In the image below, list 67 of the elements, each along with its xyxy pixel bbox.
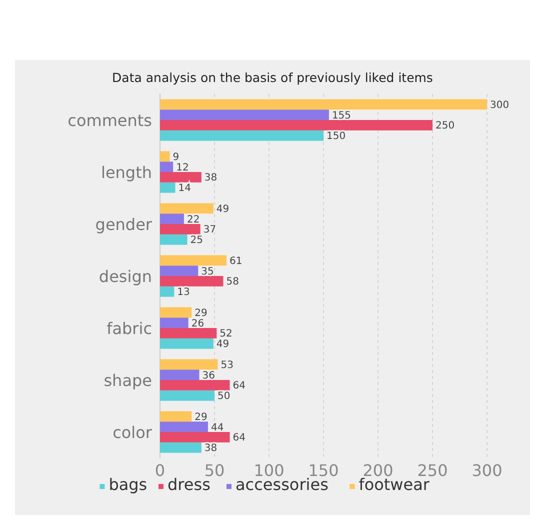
bar: [160, 318, 188, 328]
bar: [160, 380, 230, 390]
data-label: 25: [190, 235, 203, 246]
data-label: 58: [226, 276, 239, 288]
y-tick-label: color: [112, 423, 152, 442]
bar: [160, 328, 217, 338]
data-label: 37: [203, 224, 216, 236]
bar: [160, 224, 200, 234]
bar: [160, 390, 214, 401]
bar: [160, 307, 192, 318]
data-label: 22: [186, 214, 200, 226]
data-label: 52: [220, 328, 232, 340]
data-label: 9: [172, 152, 180, 163]
data-label: 50: [218, 391, 230, 402]
data-label: 14: [178, 183, 191, 194]
legend-label: bags: [108, 475, 148, 494]
bar: [160, 130, 324, 141]
y-tick-label: comments: [68, 111, 152, 130]
data-label: 300: [490, 100, 510, 111]
data-label: 29: [194, 412, 208, 423]
bar: [160, 120, 432, 130]
data-label: 61: [229, 256, 242, 267]
data-label: 38: [204, 443, 218, 454]
data-label: 150: [326, 131, 346, 142]
bar: [160, 286, 174, 297]
data-label: 35: [201, 266, 214, 278]
bar: [160, 182, 176, 193]
y-tick-label: design: [98, 267, 152, 286]
y-tick-label: shape: [104, 371, 152, 390]
data-label: 36: [202, 370, 215, 382]
bar: [160, 110, 329, 120]
data-label: 49: [216, 339, 230, 350]
data-label: 12: [176, 162, 189, 174]
data-label: 49: [216, 204, 230, 215]
y-tick-label: gender: [95, 215, 152, 234]
bar: [160, 411, 192, 422]
bar: [160, 203, 214, 214]
x-tick-label: 0: [154, 461, 166, 480]
bar: [160, 432, 230, 442]
bar: [160, 172, 202, 182]
data-label: 64: [232, 432, 246, 444]
bar: [160, 266, 198, 276]
data-label: 64: [232, 380, 246, 392]
bar: [160, 255, 226, 266]
data-label: 53: [220, 360, 234, 371]
bar: [160, 99, 487, 110]
data-label: 250: [436, 120, 455, 132]
bar: [160, 234, 188, 245]
data-label: 155: [332, 110, 352, 122]
bar: [160, 214, 184, 224]
y-tick-label: length: [101, 163, 152, 182]
bar: [160, 151, 170, 162]
data-label: 44: [210, 422, 224, 434]
bar: [160, 370, 200, 380]
y-tick-label: fabric: [106, 319, 152, 338]
x-tick-label: 300: [472, 461, 502, 480]
bar: [160, 359, 218, 370]
chart-title: Data analysis on the basis of previously liked items: [112, 70, 433, 85]
data-label: 13: [177, 287, 190, 298]
data-label: 29: [194, 308, 208, 319]
data-label: 38: [204, 172, 218, 184]
data-label: 26: [191, 318, 204, 330]
bar: [160, 162, 174, 172]
bar: [160, 276, 224, 286]
bar: [160, 338, 214, 349]
bar: [160, 422, 208, 432]
bar: [160, 442, 202, 453]
